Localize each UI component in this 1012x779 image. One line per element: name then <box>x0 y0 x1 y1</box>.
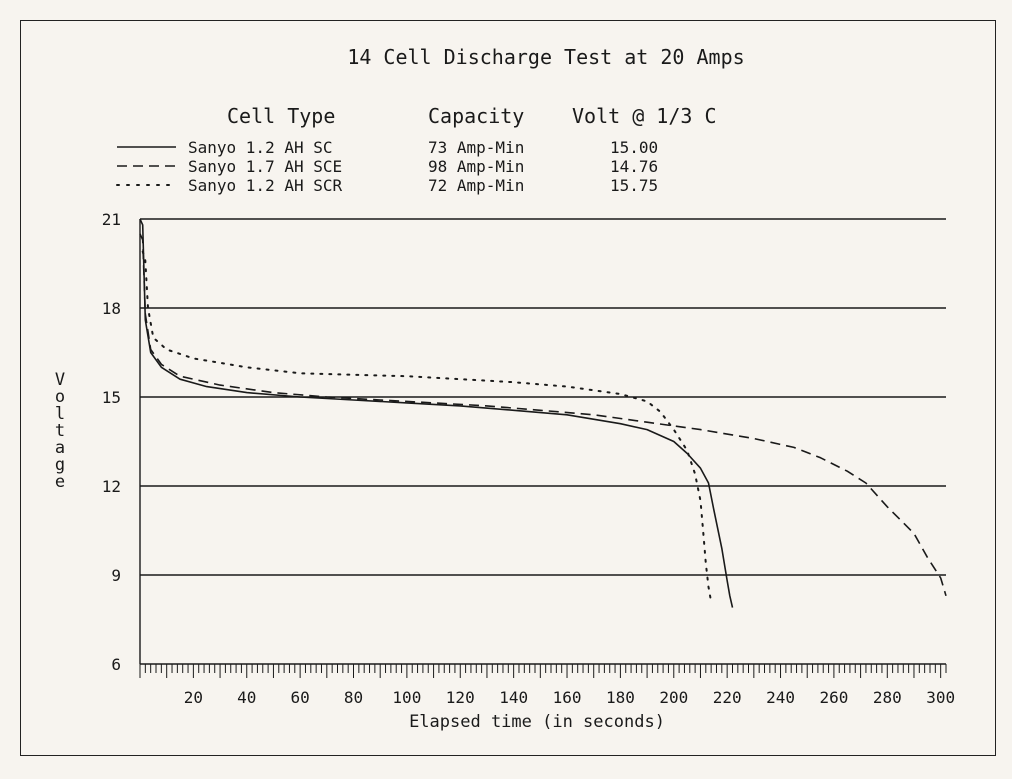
chart-title: 14 Cell Discharge Test at 20 Amps <box>347 45 744 69</box>
series-line-dotted <box>141 250 713 603</box>
legend-header-capacity: Capacity <box>428 104 524 128</box>
plot-area: 6 9 12 15 18 21 20 40 60 80 100 120 140 160 180 200 220 2… <box>102 210 955 707</box>
x-tick-label: 80 <box>344 688 363 707</box>
x-tick-label: 140 <box>499 688 528 707</box>
x-tick-label: 300 <box>926 688 955 707</box>
x-tick-label: 180 <box>606 688 635 707</box>
y-tick-label: 15 <box>102 388 121 407</box>
y-tick-label: 21 <box>102 210 121 229</box>
x-tick-label: 40 <box>237 688 256 707</box>
x-tick-label: 220 <box>713 688 742 707</box>
legend-header-type: Cell Type <box>227 104 335 128</box>
x-tick-label: 240 <box>766 688 795 707</box>
x-tick-label: 280 <box>873 688 902 707</box>
y-tick-label: 12 <box>102 477 121 496</box>
legend-header-volt: Volt @ 1/3 C <box>572 104 717 128</box>
legend-entry-name: Sanyo 1.7 AH SCE <box>188 157 342 176</box>
legend-entry-volt: 15.00 <box>610 138 658 157</box>
y-tick-label: 18 <box>102 299 121 318</box>
legend-entry-volt: 14.76 <box>610 157 658 176</box>
series-line-solid <box>139 218 734 608</box>
legend-entry-capacity: 72 Amp-Min <box>428 176 524 195</box>
chart-frame <box>20 20 996 756</box>
x-tick-label: 20 <box>184 688 203 707</box>
y-tick-label: 9 <box>111 566 121 585</box>
x-tick-label: 260 <box>819 688 848 707</box>
x-tick-label: 100 <box>392 688 421 707</box>
legend: Cell Type Capacity Volt @ 1/3 C Sanyo 1.… <box>116 104 717 195</box>
x-tick-label: 200 <box>659 688 688 707</box>
legend-entry-name: Sanyo 1.2 AH SCR <box>188 176 342 195</box>
legend-entry-name: Sanyo 1.2 AH SC <box>188 138 333 157</box>
x-tick-label: 160 <box>553 688 582 707</box>
series-line-dashed <box>139 233 947 597</box>
y-tick-label: 6 <box>111 655 121 674</box>
legend-entry-capacity: 73 Amp-Min <box>428 138 524 157</box>
x-tick-label: 60 <box>290 688 309 707</box>
legend-entry-capacity: 98 Amp-Min <box>428 157 524 176</box>
legend-entry-volt: 15.75 <box>610 176 658 195</box>
x-axis-label: Elapsed time (in seconds) <box>409 712 665 732</box>
x-tick-label: 120 <box>446 688 475 707</box>
